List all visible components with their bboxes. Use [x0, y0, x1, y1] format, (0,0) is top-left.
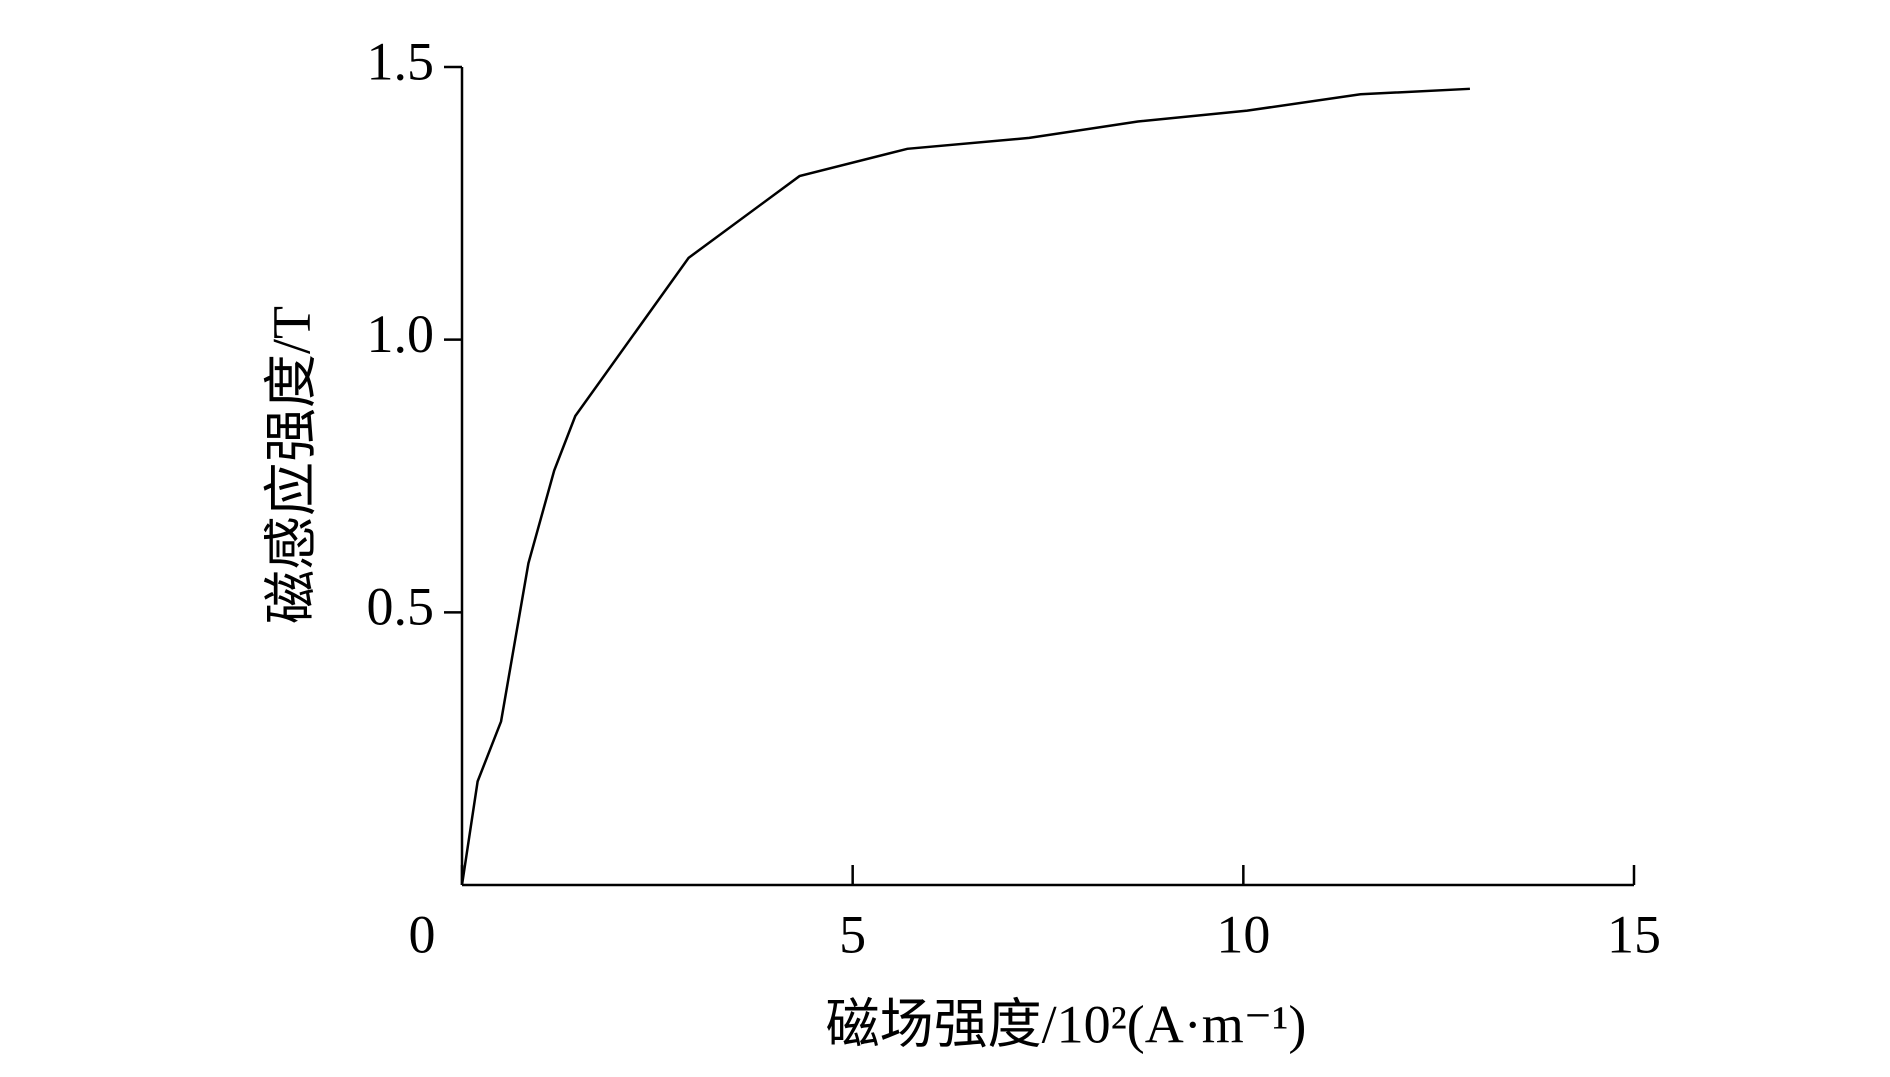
x-tick-label: 0	[409, 904, 436, 964]
x-tick-label: 10	[1216, 904, 1270, 964]
y-tick-label: 0.5	[367, 577, 435, 637]
x-axis-label: 磁场强度/10²(A·m⁻¹)	[826, 994, 1307, 1054]
y-tick-label: 1.0	[367, 304, 435, 364]
x-tick-label: 15	[1607, 904, 1661, 964]
y-tick-label: 1.5	[367, 31, 435, 91]
data-line	[460, 87, 1470, 886]
x-tick-label: 5	[839, 904, 866, 964]
y-axis-label: 磁感应强度/T	[261, 306, 321, 624]
